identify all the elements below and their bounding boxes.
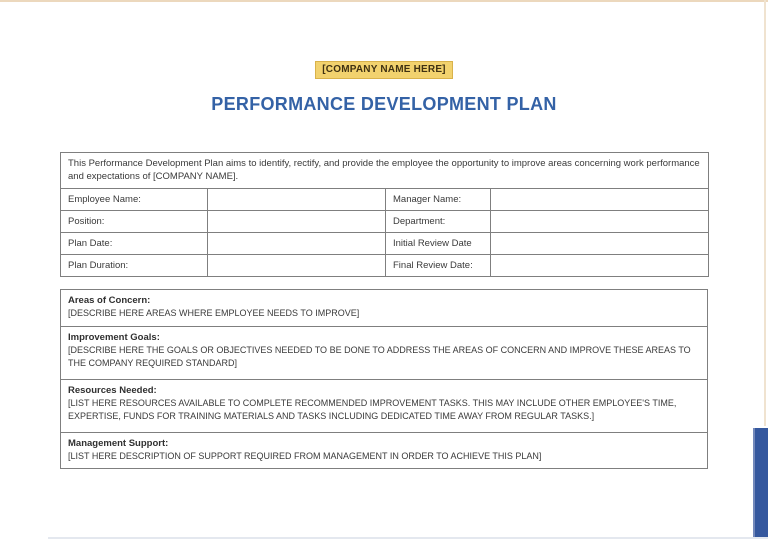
position-field[interactable] xyxy=(207,210,386,233)
plan-date-label: Plan Date: xyxy=(60,232,208,255)
position-label: Position: xyxy=(60,210,208,233)
section-heading: Management Support: xyxy=(68,437,169,449)
table-row: Plan Date: Initial Review Date xyxy=(60,232,710,255)
accent-sidebar xyxy=(753,428,768,537)
section-heading: Improvement Goals: xyxy=(68,331,160,343)
section-improvement-goals[interactable]: Improvement Goals: [DESCRIBE HERE THE GO… xyxy=(60,325,708,380)
section-management-support[interactable]: Management Support: [LIST HERE DESCRIPTI… xyxy=(60,431,708,469)
table-row: Employee Name: Manager Name: xyxy=(60,188,710,211)
intro-paragraph: This Performance Development Plan aims t… xyxy=(59,152,710,189)
section-placeholder-text: [DESCRIBE HERE AREAS WHERE EMPLOYEE NEED… xyxy=(68,308,360,318)
section-resources-needed[interactable]: Resources Needed: [LIST HERE RESOURCES A… xyxy=(60,378,708,433)
employee-name-field[interactable] xyxy=(207,188,386,211)
section-heading: Areas of Concern: xyxy=(68,295,151,306)
plan-duration-label: Plan Duration: xyxy=(60,254,208,277)
department-label: Department: xyxy=(385,210,491,233)
final-review-date-field[interactable] xyxy=(489,254,710,277)
top-border-rule xyxy=(0,0,768,2)
plan-date-field[interactable] xyxy=(207,232,386,255)
info-table: This Performance Development Plan aims t… xyxy=(59,152,710,277)
section-placeholder-text: [LIST HERE RESOURCES AVAILABLE TO COMPLE… xyxy=(68,397,677,422)
section-placeholder-text: [DESCRIBE HERE THE GOALS OR OBJECTIVES N… xyxy=(68,344,691,369)
document-content: This Performance Development Plan aims t… xyxy=(59,152,710,469)
table-row: Plan Duration: Final Review Date: xyxy=(60,254,710,277)
manager-name-field[interactable] xyxy=(489,188,710,211)
section-heading: Resources Needed: xyxy=(68,384,157,396)
section-areas-of-concern[interactable]: Areas of Concern: [DESCRIBE HERE AREAS W… xyxy=(60,289,708,327)
department-field[interactable] xyxy=(489,210,710,233)
initial-review-date-field[interactable] xyxy=(489,232,710,255)
plan-duration-field[interactable] xyxy=(207,254,386,277)
initial-review-date-label: Initial Review Date xyxy=(385,232,491,255)
section-placeholder-text: [LIST HERE DESCRIPTION OF SUPPORT REQUIR… xyxy=(68,450,542,461)
bottom-border-rule xyxy=(48,537,768,539)
sections-table: Areas of Concern: [DESCRIBE HERE AREAS W… xyxy=(60,289,708,469)
table-row: Position: Department: xyxy=(60,210,710,233)
final-review-date-label: Final Review Date: xyxy=(385,254,491,277)
page-title: PERFORMANCE DEVELOPMENT PLAN xyxy=(211,94,557,114)
right-border-rule xyxy=(764,0,766,426)
manager-name-label: Manager Name: xyxy=(385,188,491,211)
company-name-placeholder: [COMPANY NAME HERE] xyxy=(315,61,453,79)
employee-name-label: Employee Name: xyxy=(60,188,208,211)
company-banner-row: [COMPANY NAME HERE] xyxy=(0,59,768,79)
